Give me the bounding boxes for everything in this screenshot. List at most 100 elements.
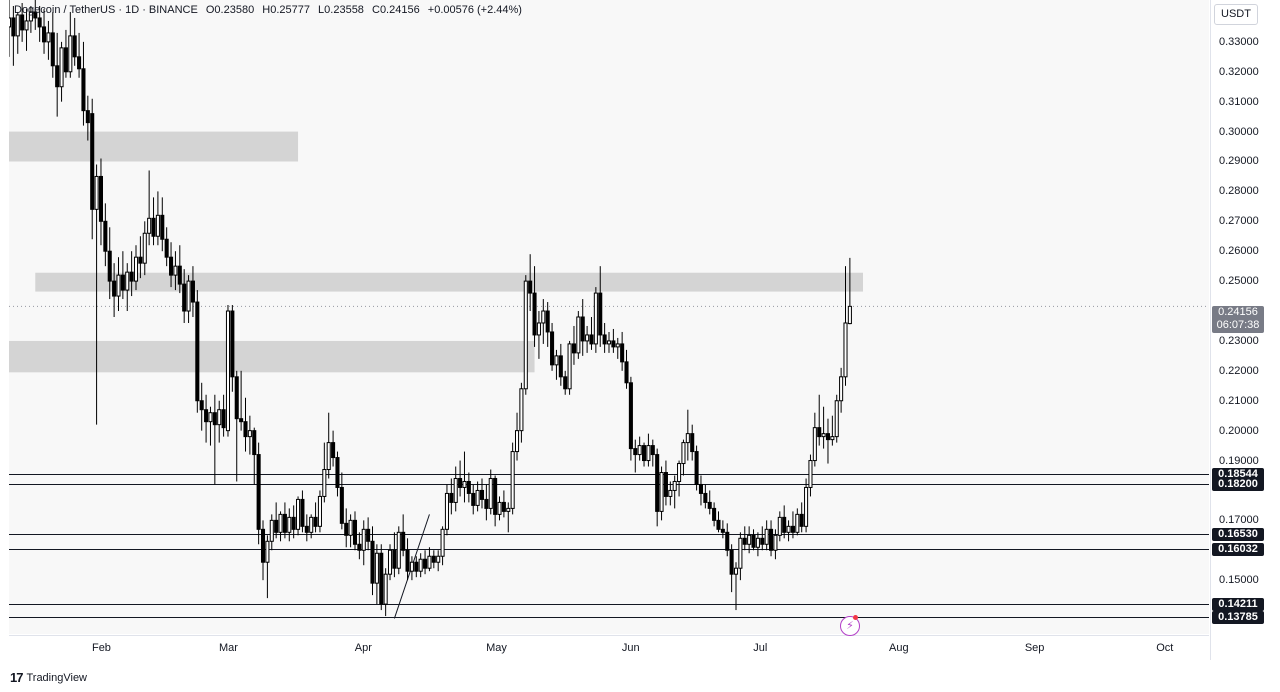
- candle-body: [799, 513, 804, 527]
- price-tick: 0.15000: [1219, 574, 1259, 587]
- candle-body: [50, 32, 55, 67]
- candle-body: [352, 519, 358, 545]
- candle-body: [795, 513, 800, 533]
- candle-body: [9, 17, 12, 28]
- candle-body: [160, 214, 165, 240]
- price-tick: 0.23000: [1219, 334, 1259, 347]
- candle-body: [164, 238, 169, 258]
- candle-body: [690, 433, 695, 453]
- candle-body: [252, 430, 257, 456]
- candle-body: [335, 457, 340, 488]
- candle-body: [217, 409, 222, 426]
- candle-body: [808, 460, 813, 488]
- candle-body: [598, 292, 603, 336]
- candle-body: [24, 20, 29, 31]
- candle-body: [309, 516, 314, 533]
- candle-body: [545, 310, 550, 333]
- candle-body: [68, 35, 73, 73]
- candle-body: [282, 513, 287, 533]
- candle-body: [782, 516, 787, 533]
- candle-body: [409, 561, 414, 572]
- candle-body: [225, 310, 231, 432]
- currency-badge[interactable]: USDT: [1214, 4, 1258, 25]
- candle-body: [133, 256, 139, 282]
- candle-body: [830, 436, 835, 441]
- candle-body: [15, 14, 20, 37]
- candle-body: [431, 555, 436, 563]
- time-scale[interactable]: Feb Mar Apr May Jun Jul Aug Sep Oct: [9, 635, 1209, 661]
- candle-body: [646, 445, 651, 462]
- symbol-title[interactable]: Dogecoin / TetherUS · 1D · BINANCE: [14, 4, 198, 16]
- candle-body: [790, 525, 795, 533]
- candle-body: [77, 56, 82, 70]
- candle-body: [348, 519, 353, 536]
- candle-body: [541, 310, 546, 324]
- candle-body: [296, 498, 301, 530]
- candle-body: [742, 537, 747, 545]
- candle-body: [624, 361, 629, 384]
- candle-body: [147, 217, 152, 234]
- time-tick: May: [486, 642, 507, 654]
- candle-body: [173, 265, 178, 276]
- level-price-tag: 0.18200: [1212, 478, 1264, 492]
- candle-body: [142, 232, 147, 264]
- candle-body: [313, 516, 318, 527]
- candle-body: [418, 558, 423, 572]
- candle-body: [116, 274, 121, 297]
- candle-body: [589, 334, 594, 345]
- candle-body: [151, 217, 156, 237]
- candle-body: [466, 480, 471, 494]
- zone-rect-1: [35, 272, 864, 292]
- candle-body: [707, 501, 712, 509]
- candle-body: [593, 292, 598, 345]
- candle-body: [94, 175, 99, 210]
- price-tick: 0.33000: [1219, 35, 1259, 48]
- candle-body: [387, 549, 393, 575]
- candle-body: [212, 412, 217, 426]
- candle-body: [567, 343, 572, 390]
- candle-body: [764, 528, 769, 545]
- candle-body: [488, 477, 493, 509]
- candle-body: [650, 445, 655, 456]
- candle-body: [361, 528, 366, 551]
- candle-body: [427, 555, 432, 569]
- candle-body: [357, 543, 362, 551]
- candle-body: [322, 469, 327, 497]
- candlestick-chart[interactable]: [9, 0, 1209, 634]
- candle-body: [274, 519, 279, 533]
- price-tick: 0.20000: [1219, 424, 1259, 437]
- zone-rect-2: [9, 340, 535, 373]
- candle-body: [786, 525, 791, 533]
- candle-body: [475, 489, 480, 506]
- candle-body: [331, 442, 336, 459]
- candle-body: [169, 256, 174, 276]
- level-price-tag: 0.16032: [1212, 543, 1264, 557]
- price-tick: 0.31000: [1219, 95, 1259, 108]
- candle-body: [107, 250, 112, 282]
- candle-body: [611, 340, 616, 348]
- level-price-tag: 0.16530: [1212, 528, 1264, 542]
- candle-body: [103, 220, 108, 252]
- candle-body: [685, 433, 690, 444]
- candle-body: [98, 175, 104, 222]
- candle-body: [747, 534, 752, 545]
- candle-body: [190, 280, 195, 303]
- price-tick: 0.28000: [1219, 185, 1259, 198]
- candle-body: [668, 489, 673, 497]
- chart-plot-area[interactable]: [9, 0, 1209, 634]
- candle-body: [751, 534, 756, 548]
- lightning-icon[interactable]: ⚡: [840, 616, 860, 636]
- candle-body: [501, 501, 506, 512]
- price-tick: 0.25000: [1219, 275, 1259, 288]
- candle-body: [155, 214, 160, 237]
- price-tick: 0.17000: [1219, 514, 1259, 527]
- candle-body: [55, 65, 60, 88]
- candle-body: [449, 492, 454, 503]
- candle-body: [580, 316, 585, 342]
- candle-body: [755, 537, 760, 548]
- candle-body: [11, 17, 16, 37]
- candle-body: [204, 409, 209, 423]
- candle-body: [195, 301, 200, 402]
- candle-body: [125, 271, 130, 291]
- tradingview-brand[interactable]: 17 TradingView: [10, 670, 87, 685]
